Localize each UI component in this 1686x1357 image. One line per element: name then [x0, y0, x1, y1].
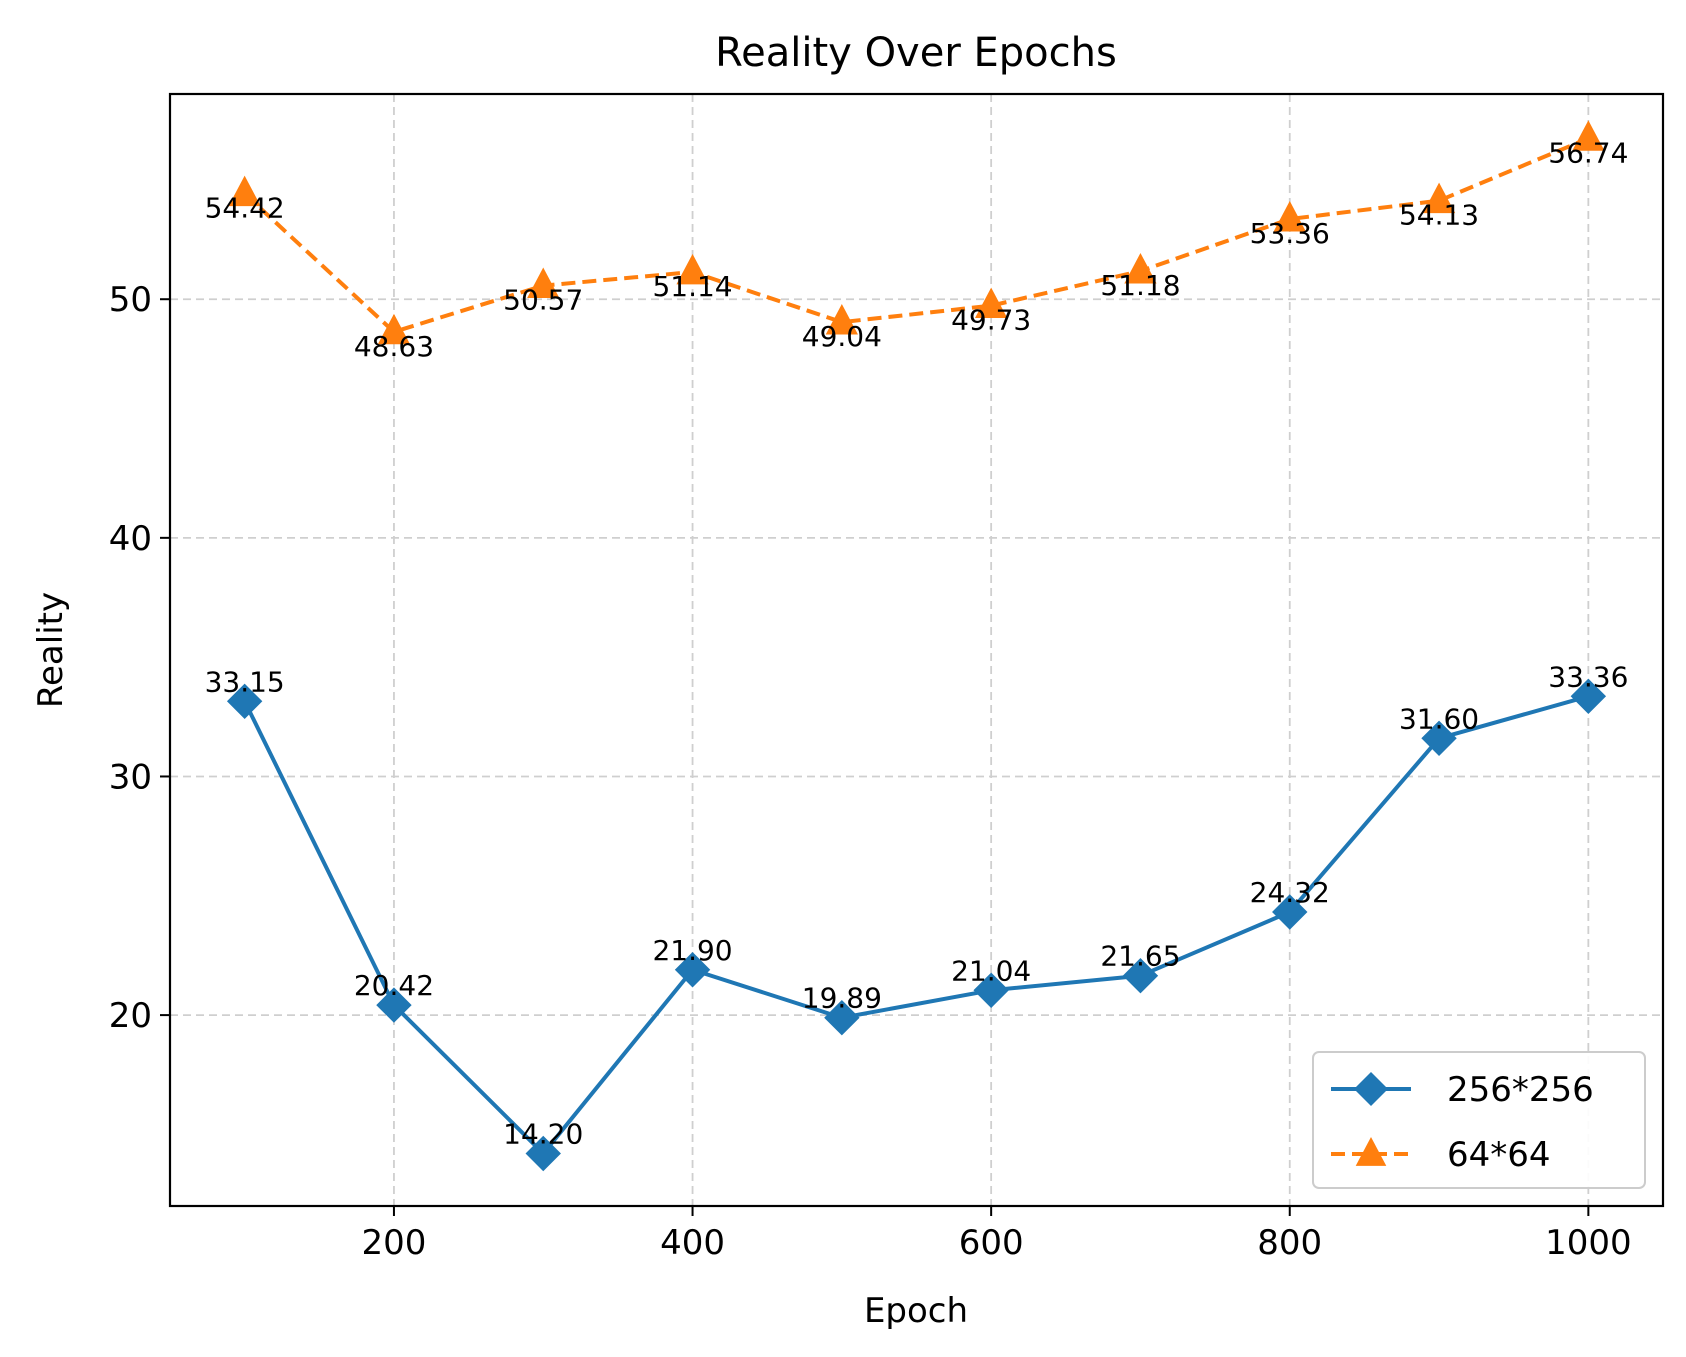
data-label: 49.04	[802, 320, 882, 353]
data-point	[527, 267, 560, 299]
data-point	[975, 287, 1008, 319]
data-label: 50.57	[503, 284, 583, 317]
data-point	[1421, 720, 1457, 756]
data-point	[1122, 958, 1159, 994]
chart-title: Reality Over Epochs	[715, 30, 1117, 76]
data-label: 21.04	[951, 954, 1031, 987]
data-label: 54.13	[1399, 199, 1479, 232]
data-label: 53.36	[1250, 217, 1330, 250]
series-2: 54.42 48.63 50.57 51.14 49.04 49.73 51.18 53.36…	[205, 120, 1628, 363]
y-tick-label: 50	[109, 280, 152, 320]
data-point	[676, 253, 709, 285]
data-label: 21.65	[1100, 940, 1180, 973]
data-label: 51.14	[652, 270, 732, 303]
data-label: 51.18	[1100, 269, 1180, 302]
y-tick-label: 40	[109, 519, 152, 559]
data-label: 56.74	[1548, 136, 1628, 169]
data-label: 33.15	[205, 665, 285, 698]
data-point	[824, 1000, 860, 1036]
data-label: 14.20	[503, 1118, 583, 1151]
data-label: 31.60	[1399, 702, 1479, 735]
grid-lines	[170, 94, 1663, 1206]
x-tick-label: 1000	[1545, 1223, 1632, 1263]
series-layer: 33.15 20.42 14.20 21.90 19.89 21.04 21.65 24.32…	[205, 120, 1628, 1172]
data-point	[226, 683, 263, 720]
axis-ticks: 200 400 600 800 1000 20 30 40 50	[109, 280, 1632, 1263]
legend-label: 256*256	[1447, 1070, 1594, 1110]
data-point	[525, 1135, 561, 1172]
legend-marker	[1355, 1137, 1387, 1166]
data-label: 19.89	[802, 982, 882, 1015]
plot-frame	[168, 92, 1665, 1208]
data-label: 21.90	[652, 934, 732, 967]
x-tick-label: 400	[660, 1223, 725, 1263]
y-tick-label: 20	[109, 996, 152, 1036]
x-tick-label: 200	[361, 1223, 426, 1263]
series-line	[243, 136, 1590, 334]
x-tick-label: 600	[959, 1223, 1024, 1263]
legend-marker	[1354, 1072, 1388, 1106]
data-point	[973, 972, 1009, 1008]
data-point	[674, 952, 711, 988]
data-label: 54.42	[205, 192, 285, 225]
data-point	[1572, 120, 1605, 151]
data-point	[377, 313, 411, 345]
data-point	[1273, 200, 1306, 232]
data-point	[1272, 894, 1308, 930]
data-point	[1124, 252, 1157, 284]
y-axis-label: Reality	[31, 592, 71, 708]
data-label: 20.42	[354, 969, 434, 1002]
data-label: 48.63	[354, 330, 434, 363]
x-axis-label: Epoch	[864, 1291, 968, 1331]
data-point	[228, 175, 261, 207]
data-label: 24.32	[1250, 876, 1330, 909]
data-label: 33.36	[1548, 660, 1628, 693]
data-point	[376, 987, 412, 1023]
legend-label: 64*64	[1447, 1135, 1551, 1175]
x-tick-label: 800	[1257, 1223, 1322, 1263]
series-1: 33.15 20.42 14.20 21.90 19.89 21.04 21.65 24.32…	[205, 660, 1628, 1172]
data-point	[1570, 678, 1607, 715]
y-tick-label: 30	[109, 757, 152, 797]
data-point	[1422, 182, 1456, 214]
data-point	[825, 304, 858, 335]
data-label: 49.73	[951, 304, 1031, 337]
legend: 256*256 64*64	[1312, 1051, 1646, 1189]
series-line	[242, 694, 1589, 1156]
